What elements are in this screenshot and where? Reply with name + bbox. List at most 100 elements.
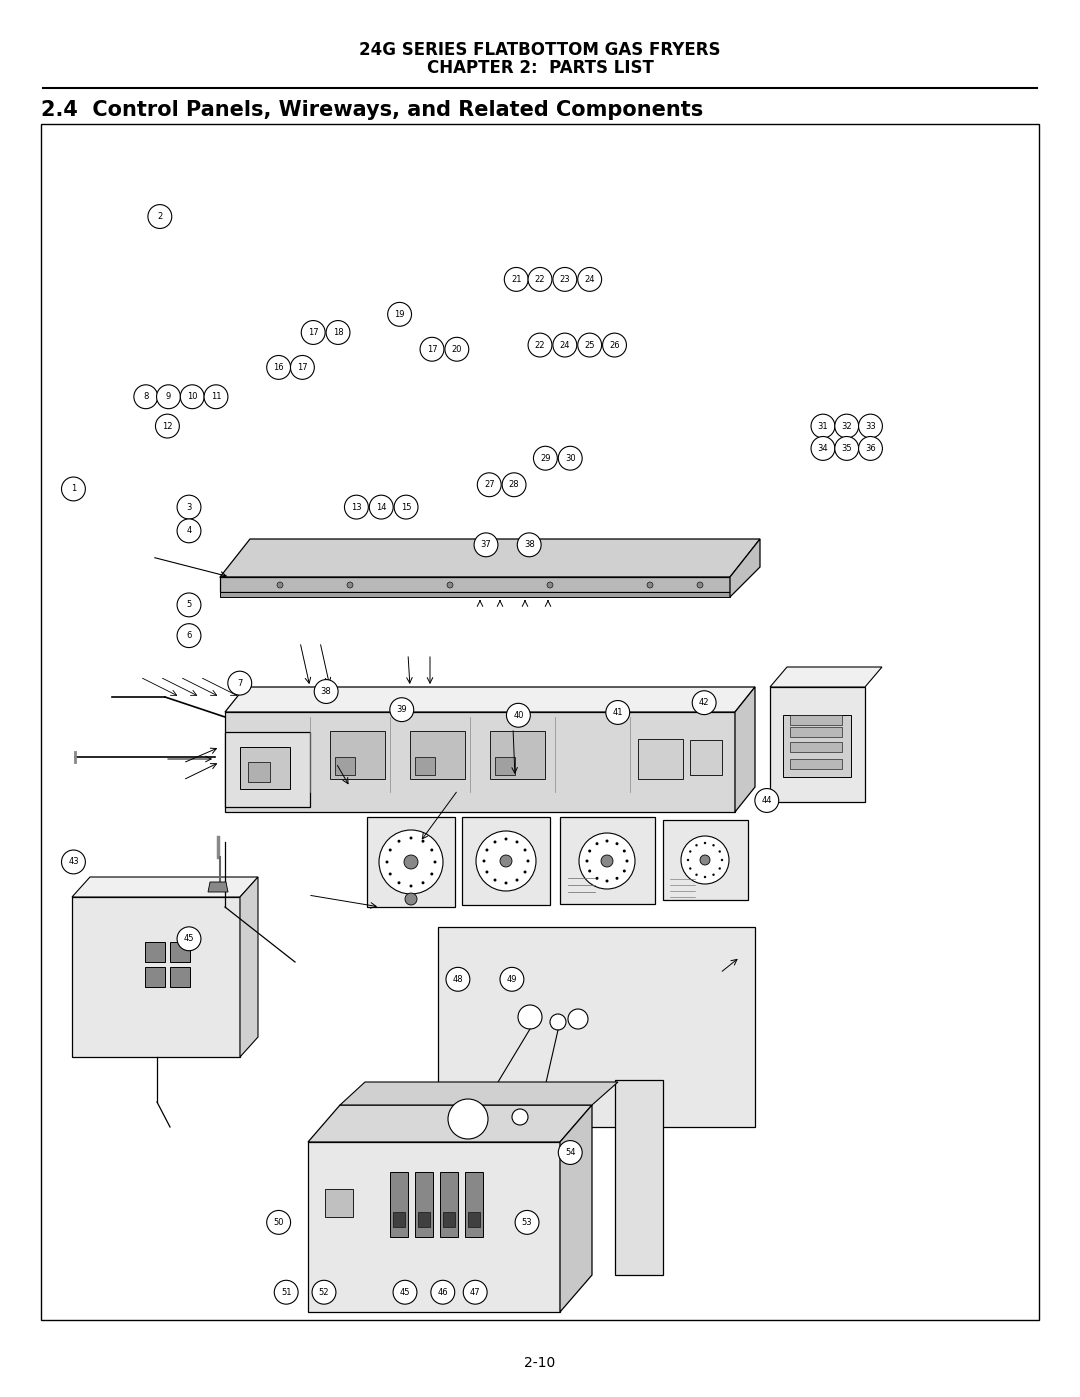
Circle shape: [301, 320, 325, 345]
Text: 7: 7: [238, 679, 242, 687]
Polygon shape: [730, 539, 760, 597]
Circle shape: [524, 870, 527, 873]
Circle shape: [445, 337, 469, 362]
Circle shape: [647, 583, 653, 588]
Circle shape: [494, 879, 497, 882]
Text: 21: 21: [511, 275, 522, 284]
Circle shape: [568, 1009, 588, 1030]
Circle shape: [518, 1004, 542, 1030]
Bar: [490, 731, 545, 780]
Circle shape: [62, 849, 85, 875]
Bar: [41, 124, 1039, 1320]
Circle shape: [811, 436, 835, 461]
Text: 1: 1: [71, 485, 76, 493]
Polygon shape: [220, 592, 730, 597]
Bar: [783, 715, 851, 777]
Text: 52: 52: [319, 1288, 329, 1296]
Text: 40: 40: [513, 711, 524, 719]
Circle shape: [494, 841, 497, 844]
Text: 44: 44: [761, 796, 772, 805]
Bar: [418, 1213, 430, 1227]
Polygon shape: [72, 897, 240, 1058]
Polygon shape: [340, 1083, 618, 1105]
Text: 18: 18: [333, 328, 343, 337]
Circle shape: [585, 859, 589, 862]
Circle shape: [312, 1280, 336, 1305]
Circle shape: [515, 1210, 539, 1235]
Circle shape: [177, 926, 201, 951]
Circle shape: [553, 332, 577, 358]
Circle shape: [720, 859, 724, 861]
Circle shape: [62, 476, 85, 502]
Circle shape: [276, 583, 283, 588]
Circle shape: [504, 837, 508, 841]
Text: 11: 11: [211, 393, 221, 401]
Circle shape: [447, 583, 453, 588]
Text: 30: 30: [565, 454, 576, 462]
Circle shape: [500, 967, 524, 992]
Circle shape: [528, 267, 552, 292]
Bar: [325, 1189, 353, 1217]
Bar: [789, 759, 842, 768]
Circle shape: [589, 849, 591, 852]
Circle shape: [625, 859, 629, 862]
Circle shape: [616, 877, 619, 880]
Circle shape: [528, 332, 552, 358]
Text: 42: 42: [699, 698, 710, 707]
Bar: [240, 747, 291, 789]
Circle shape: [177, 623, 201, 648]
Bar: [663, 820, 748, 900]
Circle shape: [404, 855, 418, 869]
Circle shape: [696, 873, 698, 876]
Circle shape: [811, 414, 835, 439]
Text: 24: 24: [559, 341, 570, 349]
Circle shape: [835, 414, 859, 439]
Text: 14: 14: [376, 503, 387, 511]
Circle shape: [157, 384, 180, 409]
Circle shape: [476, 831, 536, 891]
Circle shape: [409, 837, 413, 840]
Polygon shape: [308, 1105, 592, 1141]
Bar: [145, 967, 165, 988]
Text: 45: 45: [184, 935, 194, 943]
Circle shape: [515, 841, 518, 844]
Circle shape: [502, 472, 526, 497]
Polygon shape: [308, 1141, 561, 1312]
Circle shape: [606, 700, 630, 725]
Circle shape: [379, 830, 443, 894]
Circle shape: [558, 1140, 582, 1165]
Circle shape: [689, 868, 691, 870]
Text: 46: 46: [437, 1288, 448, 1296]
Circle shape: [291, 355, 314, 380]
Text: 15: 15: [401, 503, 411, 511]
Polygon shape: [438, 928, 755, 1127]
Circle shape: [500, 855, 512, 868]
Circle shape: [578, 332, 602, 358]
Circle shape: [326, 320, 350, 345]
Circle shape: [430, 873, 433, 876]
Circle shape: [507, 703, 530, 728]
Polygon shape: [240, 877, 258, 1058]
Circle shape: [704, 876, 706, 879]
Circle shape: [430, 848, 433, 852]
Circle shape: [409, 884, 413, 887]
Bar: [225, 732, 310, 807]
Text: 19: 19: [394, 310, 405, 319]
Text: 2.4  Control Panels, Wireways, and Related Components: 2.4 Control Panels, Wireways, and Relate…: [41, 101, 703, 120]
Circle shape: [718, 868, 721, 870]
Text: 37: 37: [481, 541, 491, 549]
Bar: [495, 757, 515, 775]
Circle shape: [485, 848, 488, 852]
Text: 16: 16: [273, 363, 284, 372]
Circle shape: [389, 873, 392, 876]
Text: 6: 6: [187, 631, 191, 640]
Circle shape: [420, 337, 444, 362]
Bar: [335, 757, 355, 775]
Bar: [410, 731, 465, 780]
Text: 8: 8: [144, 393, 148, 401]
Polygon shape: [225, 712, 735, 812]
Bar: [465, 1172, 483, 1236]
Circle shape: [859, 414, 882, 439]
Circle shape: [589, 869, 591, 873]
Circle shape: [692, 690, 716, 715]
